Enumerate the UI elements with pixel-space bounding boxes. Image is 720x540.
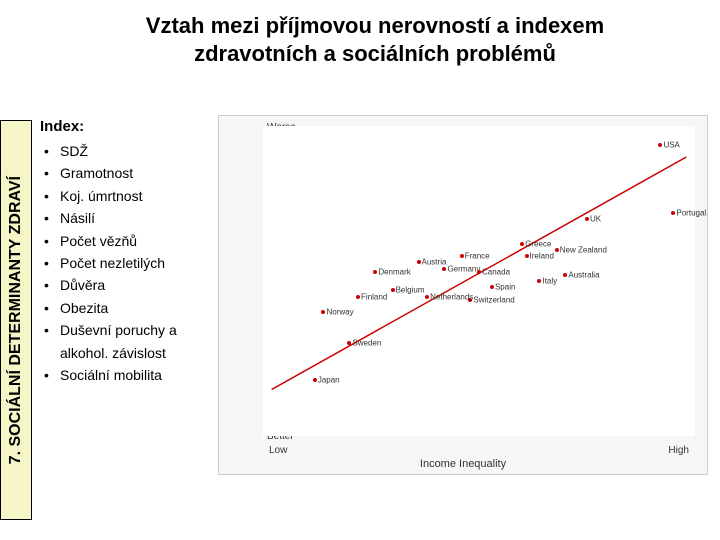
data-point-label: Italy bbox=[542, 277, 557, 286]
data-point-label: Germany bbox=[447, 264, 480, 273]
data-point-label: New Zealand bbox=[560, 246, 607, 255]
data-point bbox=[658, 143, 662, 147]
sidebar-tab: 7. SOCIÁLNÍ DETERMINANTY ZDRAVÍ bbox=[0, 120, 32, 520]
data-point-label: USA bbox=[663, 140, 679, 149]
index-item: Duševní poruchy a alkohol. závislost bbox=[42, 319, 217, 364]
data-point bbox=[373, 270, 377, 274]
data-point bbox=[537, 279, 541, 283]
x-axis-label: Income Inequality bbox=[420, 458, 506, 470]
index-item: Počet vězňů bbox=[42, 230, 217, 252]
index-item: Obezita bbox=[42, 297, 217, 319]
data-point-label: Norway bbox=[326, 308, 353, 317]
data-point-label: Canada bbox=[482, 267, 510, 276]
index-item: Důvěra bbox=[42, 274, 217, 296]
index-item: Koj. úmrtnost bbox=[42, 185, 217, 207]
data-point-label: Greece bbox=[525, 239, 551, 248]
index-item: Násilí bbox=[42, 207, 217, 229]
data-point bbox=[525, 254, 529, 258]
data-point bbox=[425, 295, 429, 299]
data-point bbox=[563, 273, 567, 277]
data-point bbox=[555, 248, 559, 252]
data-point bbox=[671, 211, 675, 215]
x-tick-low: Low bbox=[269, 445, 287, 456]
data-point bbox=[460, 254, 464, 258]
index-item: SDŽ bbox=[42, 140, 217, 162]
data-point-label: Finland bbox=[361, 292, 387, 301]
data-point bbox=[391, 288, 395, 292]
data-point bbox=[356, 295, 360, 299]
index-item: Počet nezletilých bbox=[42, 252, 217, 274]
data-point bbox=[442, 267, 446, 271]
data-point-label: Sweden bbox=[352, 339, 381, 348]
data-point-label: Netherlands bbox=[430, 292, 473, 301]
data-point-label: Switzerland bbox=[473, 295, 514, 304]
regression-line bbox=[263, 126, 695, 436]
data-point-label: Australia bbox=[568, 270, 599, 279]
data-point bbox=[321, 310, 325, 314]
data-point-label: Belgium bbox=[396, 286, 425, 295]
data-point-label: Spain bbox=[495, 283, 515, 292]
index-heading: Index: bbox=[40, 118, 84, 135]
sidebar-label: 7. SOCIÁLNÍ DETERMINANTY ZDRAVÍ bbox=[7, 176, 25, 464]
data-point bbox=[477, 270, 481, 274]
data-point bbox=[347, 341, 351, 345]
data-point bbox=[490, 285, 494, 289]
data-point bbox=[313, 378, 317, 382]
data-point-label: Austria bbox=[422, 258, 447, 267]
scatter-chart: Index of health and social problems Wors… bbox=[218, 115, 708, 475]
data-point-label: Portugal bbox=[676, 208, 706, 217]
data-point bbox=[585, 217, 589, 221]
data-point-label: Ireland bbox=[530, 252, 554, 261]
data-point bbox=[417, 260, 421, 264]
index-list: SDŽGramotnostKoj. úmrtnostNásilíPočet vě… bbox=[42, 140, 217, 386]
data-point-label: Denmark bbox=[378, 267, 410, 276]
data-point bbox=[520, 242, 524, 246]
data-point-label: UK bbox=[590, 215, 601, 224]
data-point-label: Japan bbox=[318, 376, 340, 385]
page-title: Vztah mezi příjmovou nerovností a indexe… bbox=[90, 12, 660, 67]
data-point-label: France bbox=[465, 252, 490, 261]
index-item: Gramotnost bbox=[42, 162, 217, 184]
plot-area: USAPortugalUKGreeceNew ZealandIrelandAus… bbox=[263, 126, 695, 436]
index-item: Sociální mobilita bbox=[42, 364, 217, 386]
x-tick-high: High bbox=[668, 445, 689, 456]
